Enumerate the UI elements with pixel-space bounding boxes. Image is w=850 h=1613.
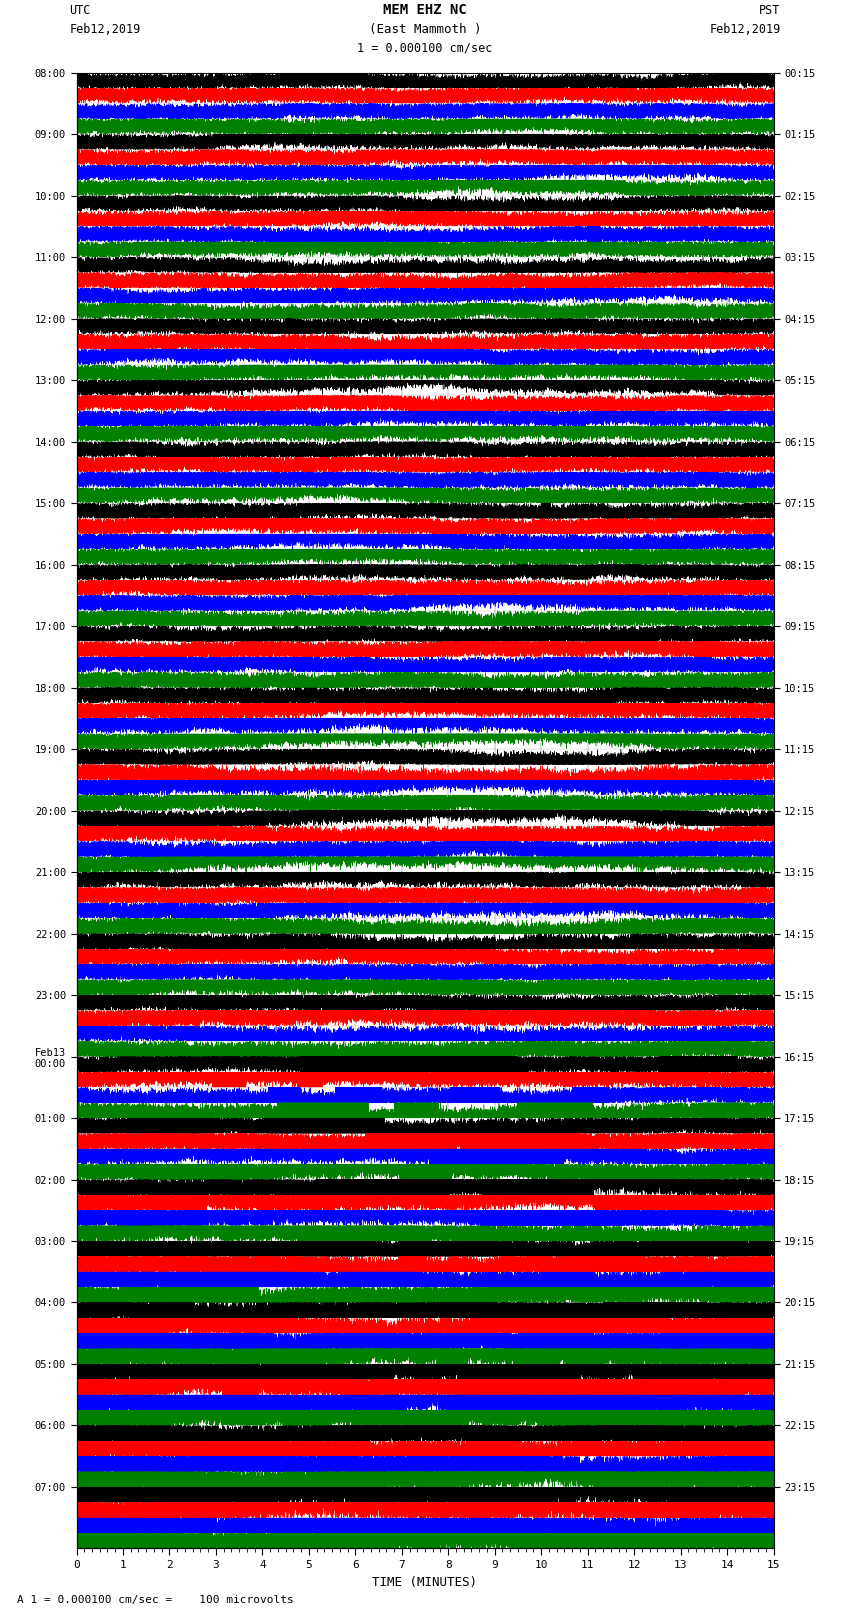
X-axis label: TIME (MINUTES): TIME (MINUTES)	[372, 1576, 478, 1589]
Text: (East Mammoth ): (East Mammoth )	[369, 23, 481, 35]
Text: MEM EHZ NC: MEM EHZ NC	[383, 3, 467, 16]
Text: A 1 = 0.000100 cm/sec =    100 microvolts: A 1 = 0.000100 cm/sec = 100 microvolts	[17, 1595, 294, 1605]
Text: Feb12,2019: Feb12,2019	[709, 23, 780, 35]
Text: Feb12,2019: Feb12,2019	[70, 23, 141, 35]
Text: 1 = 0.000100 cm/sec: 1 = 0.000100 cm/sec	[357, 42, 493, 55]
Text: PST: PST	[759, 3, 780, 16]
Text: UTC: UTC	[70, 3, 91, 16]
